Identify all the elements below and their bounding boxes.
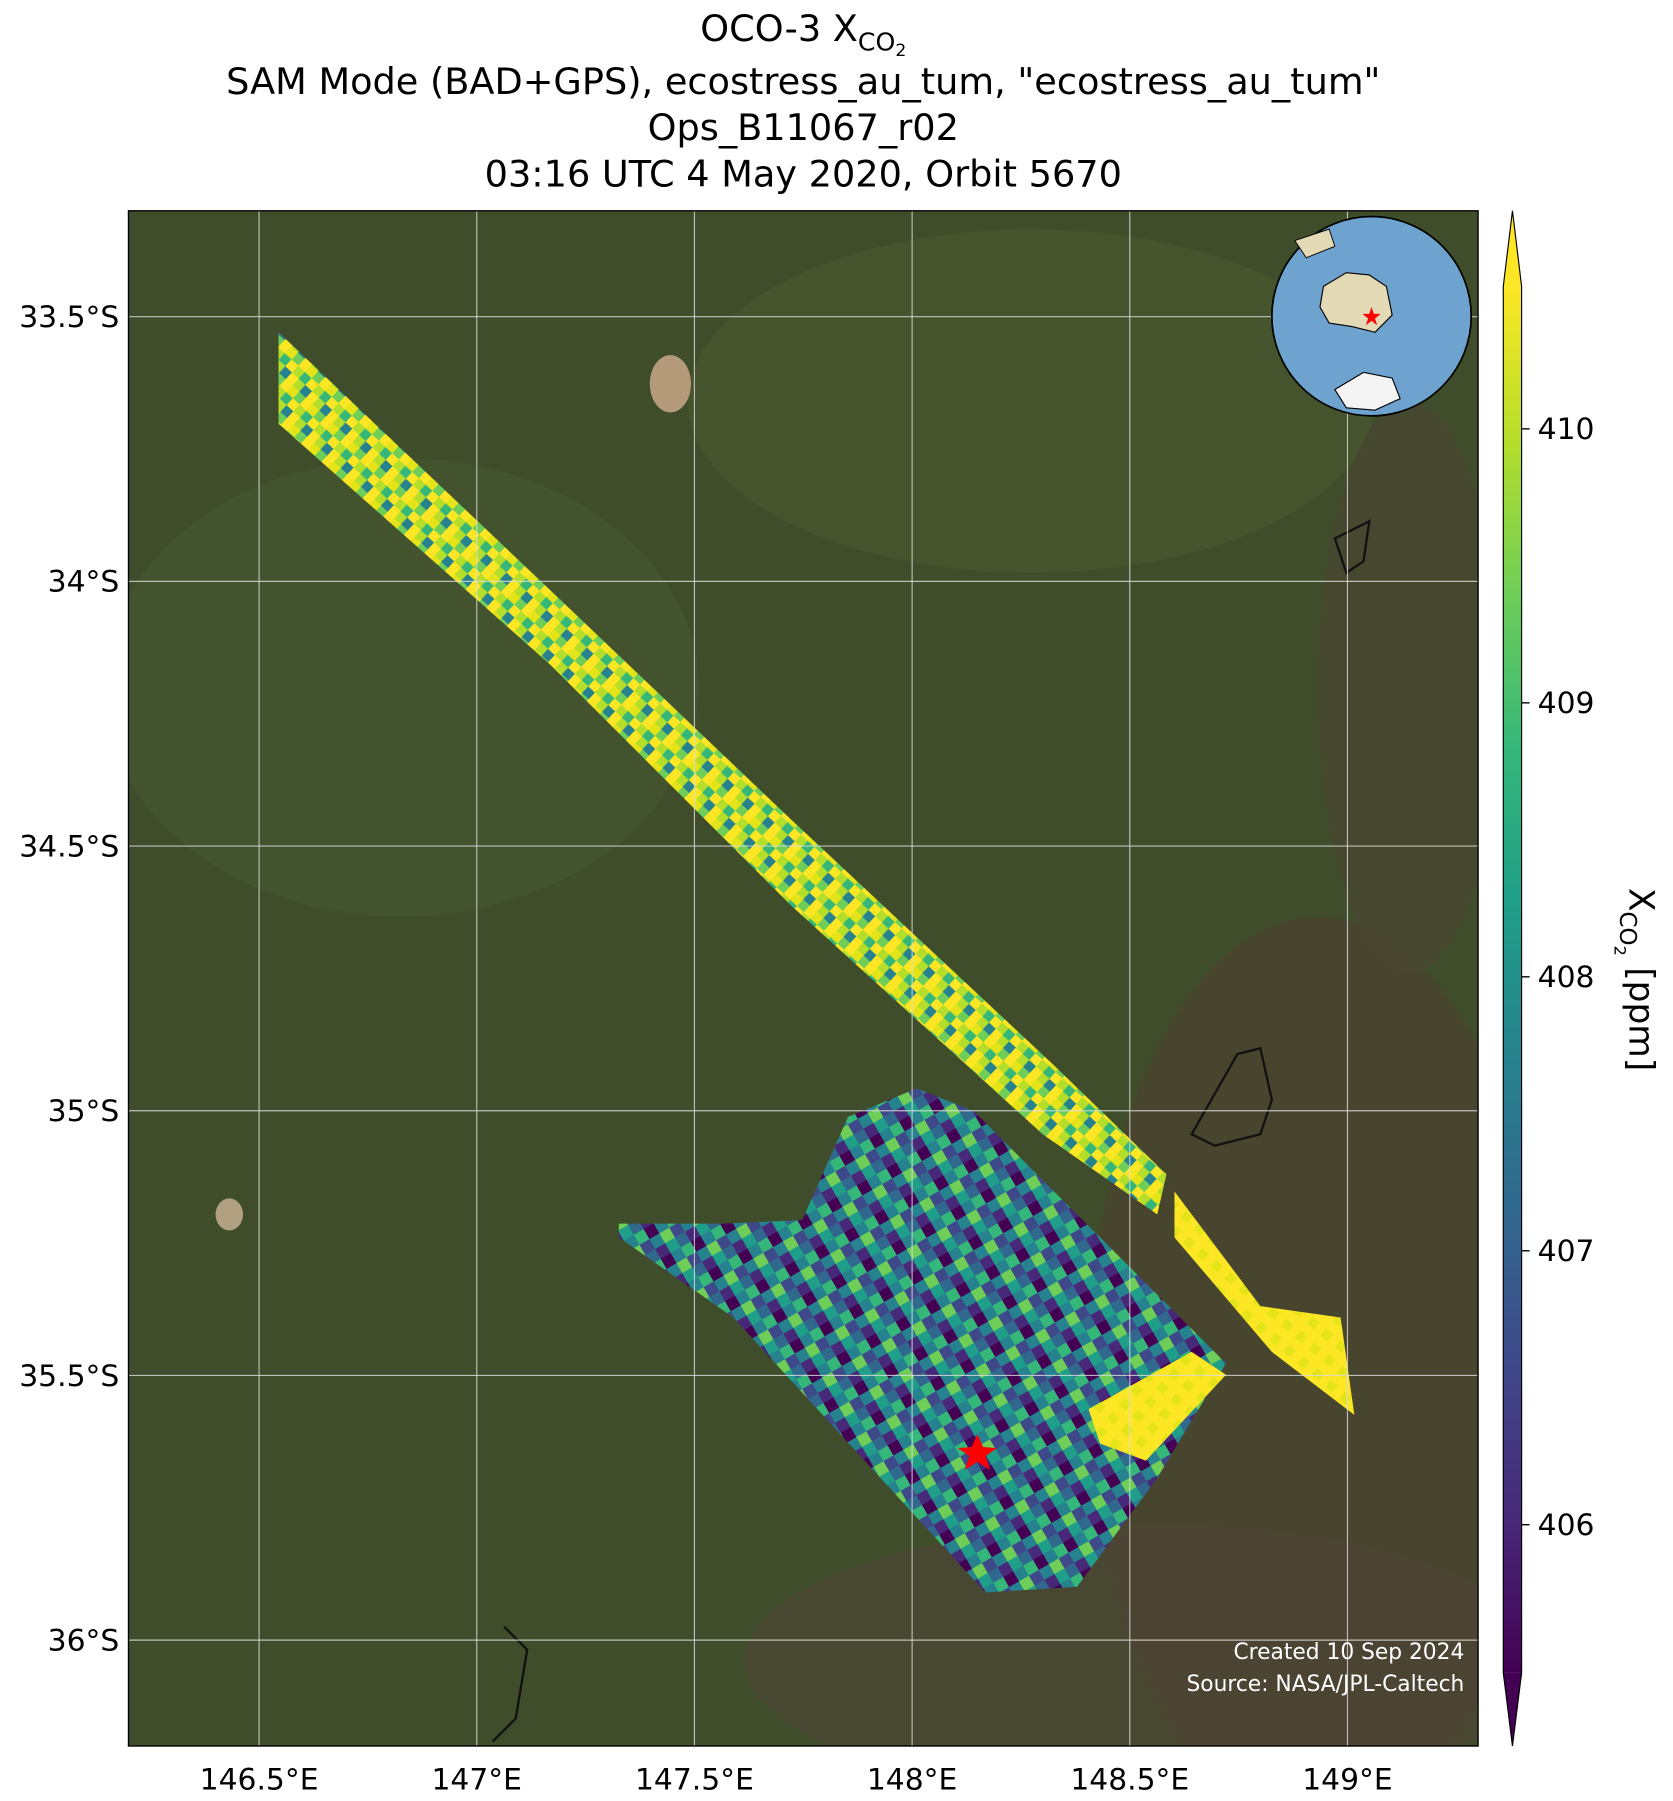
- x-tick-label: 147.5°E: [635, 1763, 754, 1798]
- x-tick-label: 147°E: [432, 1763, 523, 1798]
- colorbar-label: XCO2[ppm]: [1610, 888, 1660, 1071]
- credit: Source: NASA/JPL-Caltech: [1186, 1672, 1464, 1697]
- x-tick-label: 148.5°E: [1070, 1763, 1189, 1798]
- x-tick-label: 149°E: [1302, 1763, 1393, 1798]
- x-tick-label: 148°E: [867, 1763, 958, 1798]
- map-frame: [127, 210, 1479, 1747]
- colorbar: 406 407 408 409 410: [1502, 210, 1595, 1747]
- basemap: [128, 210, 1479, 1747]
- subtitle: SAM Mode (BAD+GPS), ecostress_au_tum, "e…: [226, 60, 1380, 103]
- subtitle: Ops_B11067_r02: [648, 106, 959, 149]
- colorbar-tick-label: 409: [1538, 686, 1595, 721]
- subtitle: 03:16 UTC 4 May 2020, Orbit 5670: [485, 153, 1122, 196]
- y-tick-label: 36°S: [48, 1623, 120, 1658]
- colorbar-extend: [1503, 1672, 1522, 1747]
- colorbar-body: [1503, 286, 1522, 1673]
- inset-globe: [1270, 215, 1473, 417]
- title: OCO-3 XCO2: [700, 7, 906, 61]
- colorbar-frame: [1502, 210, 1523, 1747]
- y-tick-label: 35°S: [48, 1094, 120, 1129]
- y-tick-label: 35.5°S: [19, 1359, 119, 1394]
- y-tick-label: 33.5°S: [19, 300, 119, 335]
- colorbar-extend: [1503, 210, 1522, 287]
- colorbar-tick-label: 407: [1538, 1234, 1595, 1269]
- y-tick-label: 34.5°S: [19, 829, 119, 864]
- colorbar-tick-label: 408: [1538, 960, 1595, 995]
- x-tick-label: 146.5°E: [200, 1763, 319, 1798]
- credit: Created 10 Sep 2024: [1233, 1640, 1464, 1665]
- grid: [128, 210, 1479, 1747]
- colorbar-tick-label: 406: [1538, 1508, 1595, 1543]
- colorbar-tick-label: 410: [1538, 412, 1595, 447]
- y-tick-label: 34°S: [48, 565, 120, 600]
